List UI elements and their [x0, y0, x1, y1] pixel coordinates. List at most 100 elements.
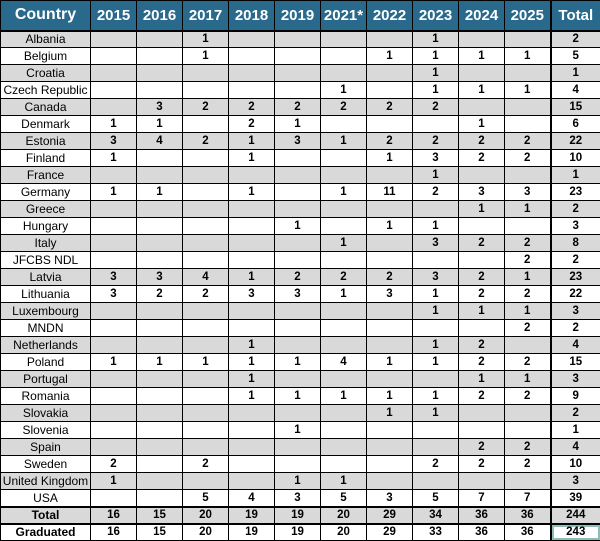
column-header-country: Country [1, 1, 91, 31]
value-cell [505, 99, 551, 116]
value-cell: 2 [459, 269, 505, 286]
value-cell [183, 439, 229, 456]
value-cell: 1 [321, 82, 367, 99]
country-label: Graduated [1, 524, 91, 541]
value-cell [275, 439, 321, 456]
value-cell [137, 473, 183, 490]
value-cell: 3 [413, 150, 459, 167]
value-cell [183, 184, 229, 201]
value-cell: 1 [413, 337, 459, 354]
value-cell: 2 [505, 235, 551, 252]
value-cell: 1 [229, 371, 275, 388]
value-cell [459, 252, 505, 269]
value-cell: 3 [137, 269, 183, 286]
value-cell [183, 82, 229, 99]
value-cell [229, 201, 275, 218]
value-cell [367, 201, 413, 218]
value-cell [413, 252, 459, 269]
value-cell [91, 99, 137, 116]
value-cell: 4 [321, 354, 367, 371]
value-cell [367, 82, 413, 99]
value-cell: 2 [413, 99, 459, 116]
value-cell: 1 [91, 354, 137, 371]
value-cell [275, 65, 321, 82]
value-cell: 5 [321, 490, 367, 507]
value-cell: 1 [91, 473, 137, 490]
value-cell [137, 490, 183, 507]
value-cell: 1 [367, 405, 413, 422]
value-cell: 2 [367, 269, 413, 286]
value-cell: 1 [229, 388, 275, 405]
value-cell: 2 [459, 286, 505, 303]
value-cell [91, 337, 137, 354]
value-cell [275, 235, 321, 252]
value-cell [229, 473, 275, 490]
value-cell: 1 [275, 422, 321, 439]
value-cell [91, 303, 137, 320]
value-cell [91, 422, 137, 439]
value-cell [91, 167, 137, 184]
value-cell: 29 [367, 524, 413, 541]
value-cell: 4 [229, 490, 275, 507]
value-cell: 1 [229, 133, 275, 150]
country-label: Estonia [1, 133, 91, 150]
value-cell: 2 [413, 133, 459, 150]
value-cell [137, 456, 183, 473]
value-cell: 3 [551, 473, 600, 490]
value-cell: 1 [275, 354, 321, 371]
value-cell: 1 [413, 167, 459, 184]
country-label: Total [1, 507, 91, 524]
value-cell [413, 320, 459, 337]
value-cell: 1 [459, 82, 505, 99]
value-cell: 9 [551, 388, 600, 405]
value-cell: 1 [321, 235, 367, 252]
value-cell: 1 [367, 48, 413, 65]
value-cell [229, 65, 275, 82]
value-cell: 10 [551, 456, 600, 473]
value-cell [137, 235, 183, 252]
value-cell [275, 48, 321, 65]
value-cell: 5 [413, 490, 459, 507]
value-cell: 1 [459, 371, 505, 388]
value-cell [183, 218, 229, 235]
value-cell: 3 [91, 269, 137, 286]
value-cell: 1 [367, 388, 413, 405]
value-cell: 19 [275, 507, 321, 524]
value-cell [229, 252, 275, 269]
value-cell: 1 [137, 354, 183, 371]
value-cell [91, 218, 137, 235]
value-cell: 2 [459, 150, 505, 167]
value-cell: 3 [551, 303, 600, 320]
value-cell [321, 303, 367, 320]
value-cell [321, 65, 367, 82]
value-cell: 36 [459, 507, 505, 524]
value-cell: 2 [321, 269, 367, 286]
value-cell: 2 [183, 286, 229, 303]
value-cell: 20 [321, 524, 367, 541]
country-label: Albania [1, 31, 91, 48]
value-cell: 1 [459, 201, 505, 218]
country-label: USA [1, 490, 91, 507]
country-label: Canada [1, 99, 91, 116]
value-cell [91, 48, 137, 65]
value-cell: 2 [275, 269, 321, 286]
country-label: JFCBS NDL [1, 252, 91, 269]
value-cell: 243 [551, 524, 600, 541]
value-cell [275, 337, 321, 354]
value-cell [183, 405, 229, 422]
country-label: Luxembourg [1, 303, 91, 320]
value-cell: 2 [459, 337, 505, 354]
value-cell: 2 [505, 286, 551, 303]
value-cell [183, 65, 229, 82]
value-cell [183, 116, 229, 133]
value-cell: 2 [505, 320, 551, 337]
value-cell: 4 [551, 337, 600, 354]
